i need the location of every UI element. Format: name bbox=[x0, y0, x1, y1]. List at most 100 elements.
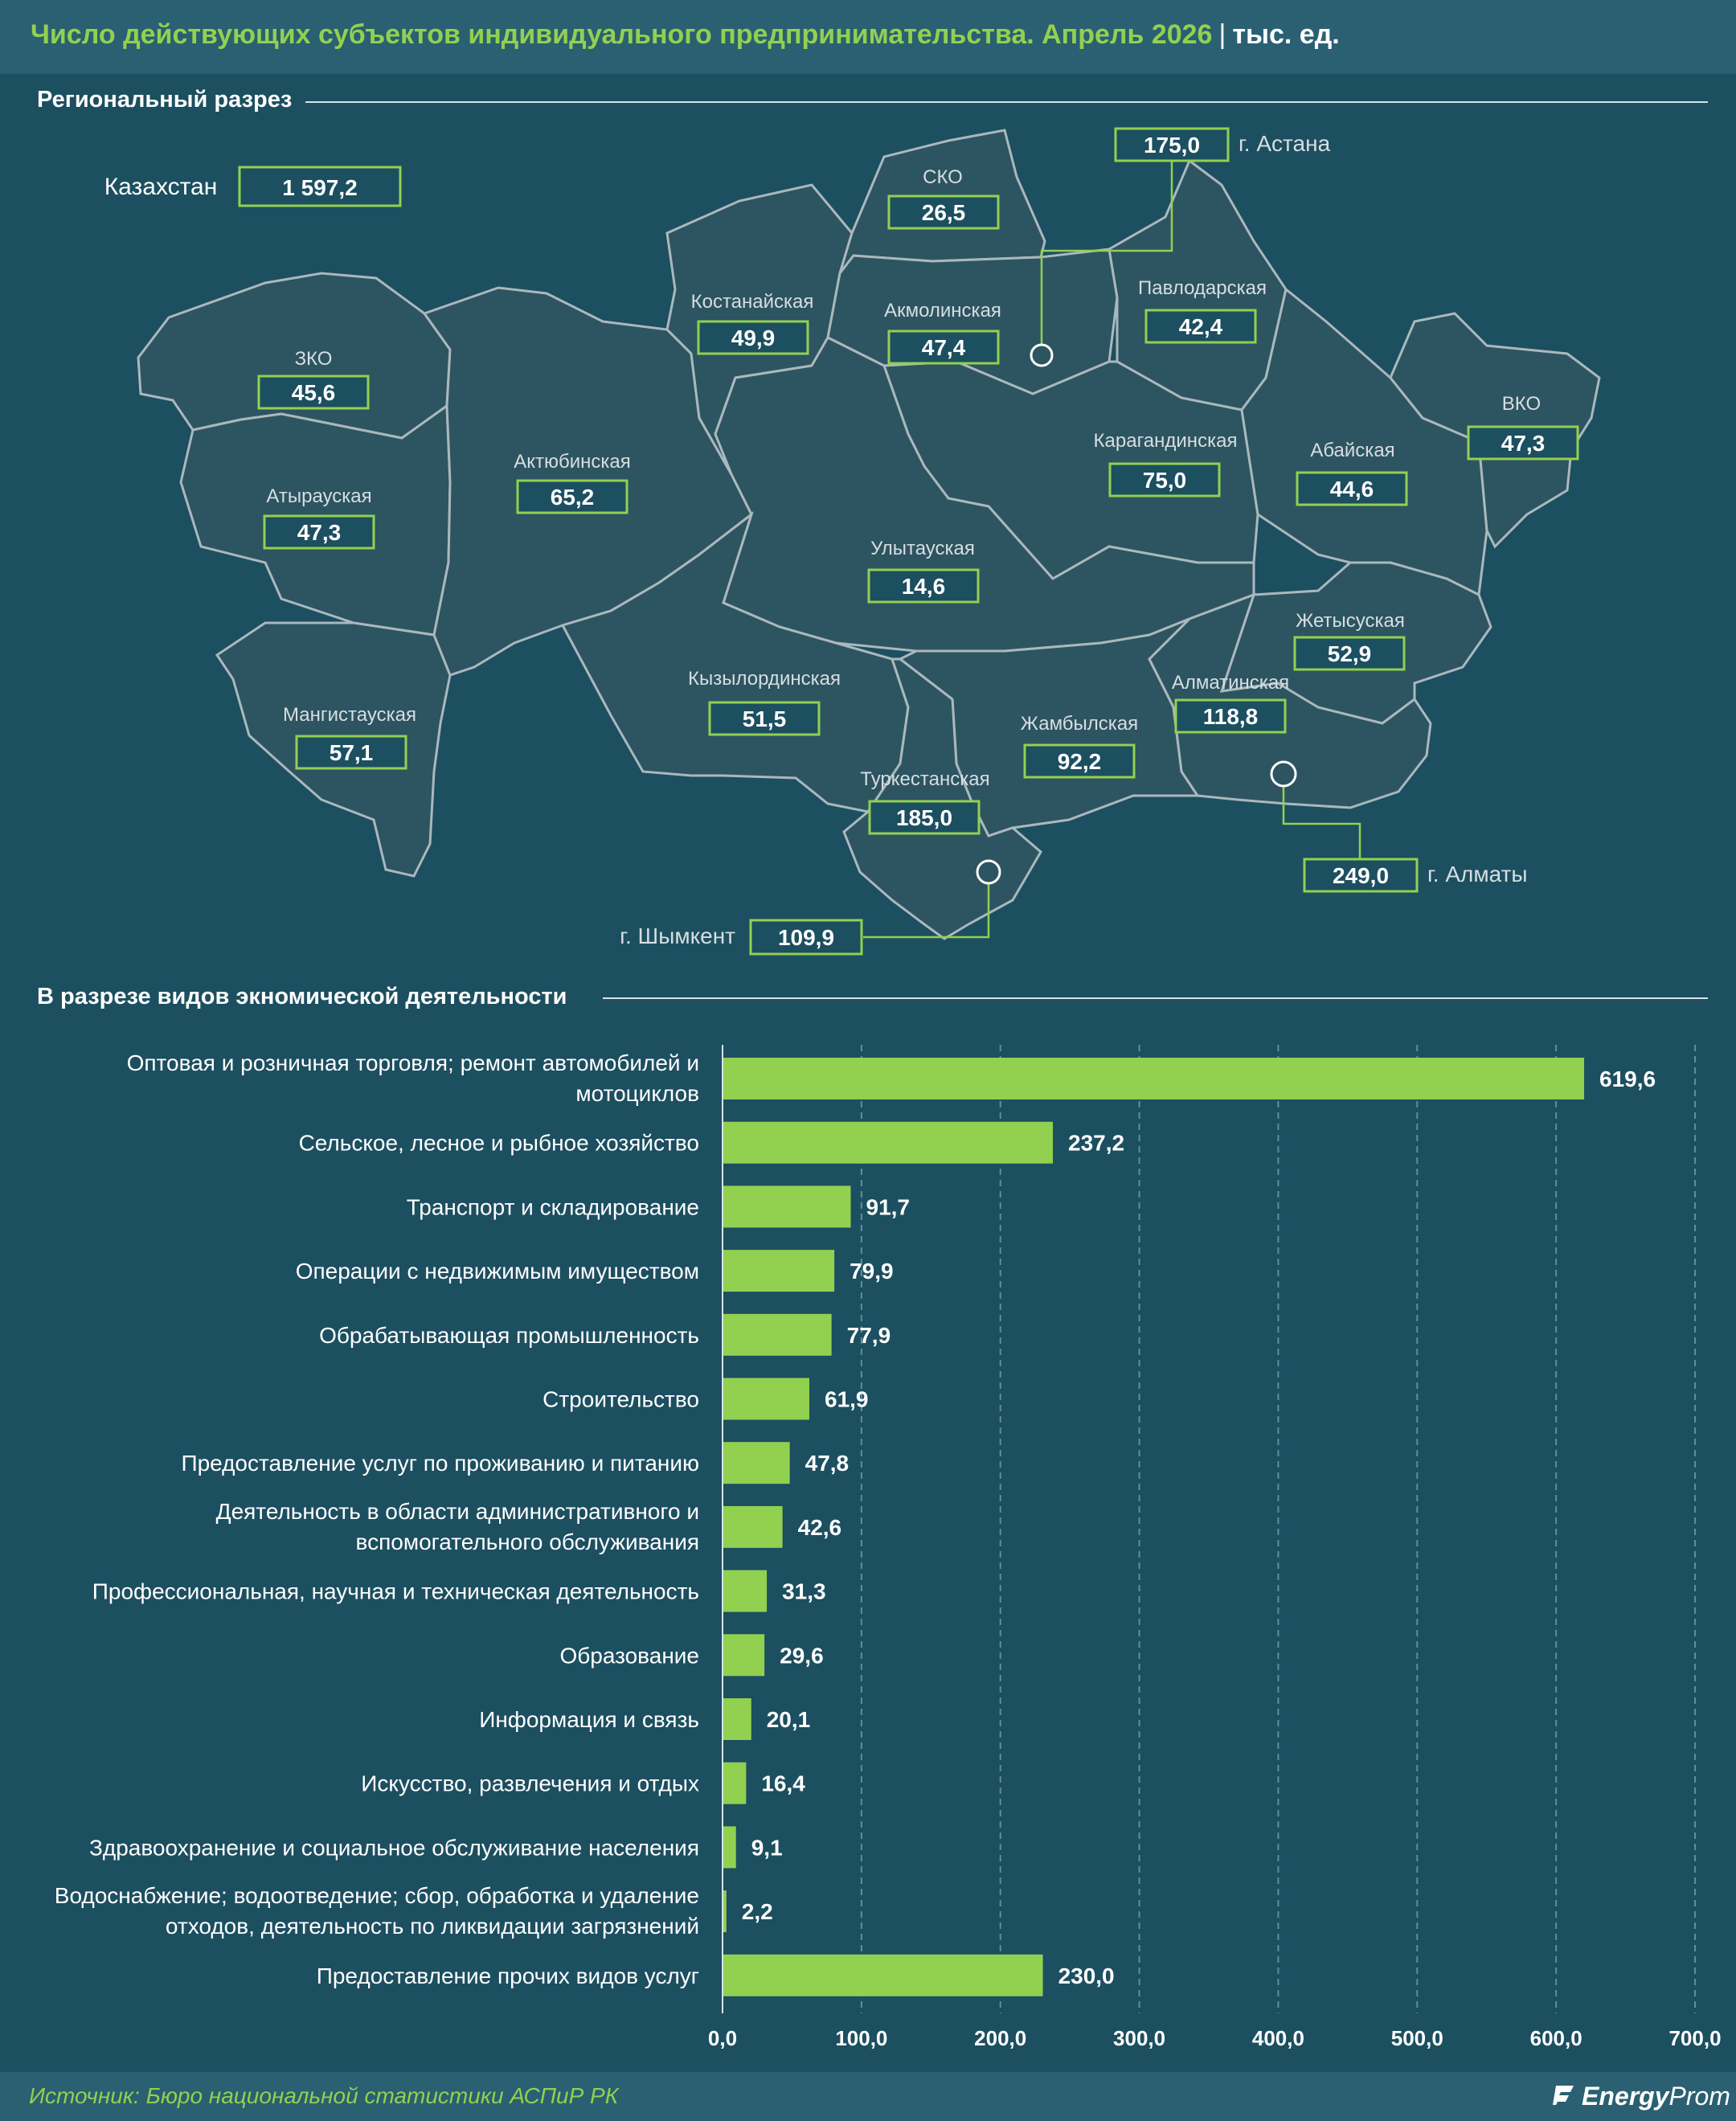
bar-value-label-12: 9,1 bbox=[751, 1835, 783, 1860]
logo-text-light: Prom bbox=[1668, 2082, 1730, 2111]
x-tick-label-5: 500,0 bbox=[1391, 2026, 1443, 2050]
chart-value-labels: 619,6 237,2 91,7 79,9 77,9 61,9 47,8 42,6 31,3 29… bbox=[742, 1067, 1656, 1988]
logo-text-strong: Energy bbox=[1582, 2082, 1669, 2111]
bar-1 bbox=[723, 1121, 1054, 1164]
page-title: Число действующих субъектов индивидуальн… bbox=[31, 19, 1340, 51]
region-name-mangistau: Мангистауская bbox=[283, 704, 416, 726]
bar-8 bbox=[723, 1570, 768, 1612]
connector-astana bbox=[1040, 159, 1173, 350]
almaty-value: 249,0 bbox=[1333, 863, 1389, 888]
category-label-9: Образование bbox=[559, 1643, 699, 1668]
bar-9 bbox=[723, 1634, 765, 1677]
bar-2 bbox=[723, 1185, 851, 1228]
bar-7 bbox=[723, 1505, 783, 1548]
region-value-box-kostanay bbox=[697, 320, 809, 355]
shymkent-label: г. Шымкент bbox=[620, 923, 735, 948]
x-tick-label-7: 700,0 bbox=[1668, 2026, 1721, 2050]
chart-x-tick-labels: 0,0 100,0 200,0 300,0 400,0 500,0 600,0 700,0 bbox=[708, 2026, 1722, 2050]
region-name-kostanay: Костанайская bbox=[691, 291, 814, 313]
category-label-0-line-0: Оптовая и розничная торговля; ремонт авт… bbox=[127, 1050, 699, 1075]
category-label-5: Строительство bbox=[542, 1387, 699, 1412]
region-value-box-pavlodar bbox=[1144, 309, 1257, 344]
region-value-kostanay: 49,9 bbox=[731, 326, 776, 350]
region-value-box-ulytau bbox=[867, 568, 980, 604]
region-name-abai: Абайская bbox=[1310, 440, 1394, 461]
bar-value-label-5: 61,9 bbox=[825, 1387, 869, 1412]
region-value-mangistau: 57,1 bbox=[330, 740, 374, 765]
header-bar: Число действующих субъектов индивидуальн… bbox=[0, 0, 1736, 74]
bar-4 bbox=[723, 1313, 832, 1356]
section-title-activity: В разрезе видов экномической деятельност… bbox=[37, 984, 575, 1010]
bar-13 bbox=[723, 1890, 727, 1933]
region-value-box-almaty_obl bbox=[1174, 698, 1287, 734]
title-unit: тыс. ед. bbox=[1232, 19, 1340, 50]
region-name-akmola: Акмолинская bbox=[884, 300, 1001, 321]
bar-value-label-7: 42,6 bbox=[798, 1515, 842, 1540]
category-label-8: Профессиональная, научная и техническая … bbox=[92, 1579, 699, 1604]
category-label-0: Оптовая и розничная торговля; ремонт авт… bbox=[127, 1050, 699, 1106]
category-label-10: Информация и связь bbox=[479, 1707, 699, 1732]
region-name-karaganda: Карагандинская bbox=[1094, 430, 1238, 452]
bar-value-label-10: 20,1 bbox=[767, 1707, 811, 1732]
x-tick-label-4: 400,0 bbox=[1252, 2026, 1304, 2050]
region-value-box-zhetisu bbox=[1293, 636, 1406, 671]
region-value-abai: 44,6 bbox=[1330, 477, 1374, 502]
category-label-14: Предоставление прочих видов услуг bbox=[317, 1963, 699, 1988]
region-name-vko: ВКО bbox=[1502, 393, 1541, 415]
bar-5 bbox=[723, 1378, 810, 1420]
kazakhstan-value: 1 597,2 bbox=[282, 175, 357, 200]
bar-value-label-11: 16,4 bbox=[761, 1771, 805, 1796]
shymkent-value: 109,9 bbox=[778, 925, 834, 950]
bar-value-label-13: 2,2 bbox=[742, 1899, 773, 1924]
map-connectors bbox=[863, 159, 1361, 939]
region-name-zhetisu: Жетысуская bbox=[1296, 610, 1405, 632]
region-name-turkestan: Туркестанская bbox=[860, 768, 989, 790]
region-value-box-abai bbox=[1296, 471, 1408, 506]
bar-value-label-8: 31,3 bbox=[782, 1579, 826, 1604]
chart-bars bbox=[723, 1058, 1585, 1996]
section-rule-activity bbox=[603, 997, 1708, 999]
category-label-1: Сельское, лесное и рыбное хозяйство bbox=[299, 1131, 699, 1156]
region-name-pavlodar: Павлодарская bbox=[1138, 277, 1267, 299]
x-tick-label-6: 600,0 bbox=[1530, 2026, 1582, 2050]
section-title-regional: Региональный разрез bbox=[37, 87, 301, 113]
bar-value-label-14: 230,0 bbox=[1058, 1963, 1115, 1988]
region-value-zhambyl: 92,2 bbox=[1058, 749, 1102, 774]
region-value-pavlodar: 42,4 bbox=[1179, 314, 1223, 339]
region-name-sko: СКО bbox=[923, 166, 963, 188]
category-label-7-line-1: вспомогательного обслуживания bbox=[356, 1529, 699, 1554]
connector-almaty bbox=[1282, 772, 1361, 865]
category-label-3: Операции с недвижимым имуществом bbox=[296, 1259, 699, 1284]
source-text: Источник: Бюро национальной статистики А… bbox=[29, 2083, 619, 2108]
region-value-box-turkestan bbox=[868, 800, 981, 835]
astana-label: г. Астана bbox=[1239, 131, 1331, 156]
almaty-value-box bbox=[1303, 858, 1419, 893]
bar-value-label-3: 79,9 bbox=[850, 1259, 894, 1284]
region-value-box-aktobe bbox=[516, 479, 628, 514]
region-value-box-sko bbox=[887, 194, 1000, 230]
map-city-markers bbox=[976, 343, 1297, 885]
bar-3 bbox=[723, 1250, 835, 1292]
bar-10 bbox=[723, 1698, 751, 1740]
x-tick-label-3: 300,0 bbox=[1113, 2026, 1165, 2050]
region-name-ulytau: Улытауская bbox=[870, 538, 975, 559]
region-value-box-zhambyl bbox=[1023, 743, 1136, 779]
bar-value-label-2: 91,7 bbox=[866, 1194, 911, 1219]
section-rule-regional bbox=[305, 101, 1708, 103]
region-value-vko: 47,3 bbox=[1501, 431, 1546, 456]
category-label-13: Водоснабжение; водоотведение; сбор, обра… bbox=[55, 1883, 699, 1939]
region-value-box-karaganda bbox=[1108, 462, 1221, 497]
region-name-zko: ЗКО bbox=[295, 348, 333, 370]
category-label-13-line-0: Водоснабжение; водоотведение; сбор, обра… bbox=[55, 1883, 699, 1908]
energyprom-logo: EnergyProm bbox=[1551, 2082, 1730, 2111]
bar-6 bbox=[723, 1442, 790, 1484]
category-label-6: Предоставление услуг по проживанию и пит… bbox=[181, 1451, 699, 1476]
activity-bar-chart: 619,6 237,2 91,7 79,9 77,9 61,9 47,8 42,6 31,3 29… bbox=[55, 1045, 1722, 2050]
chart-category-labels: Оптовая и розничная торговля; ремонт авт… bbox=[55, 1050, 699, 1988]
shymkent-value-box bbox=[749, 919, 863, 956]
region-value-kyzylorda: 51,5 bbox=[743, 706, 787, 731]
category-label-2: Транспорт и складирование bbox=[407, 1194, 699, 1219]
bar-11 bbox=[723, 1762, 747, 1804]
bar-14 bbox=[723, 1954, 1043, 1996]
region-value-box-atyrau bbox=[263, 514, 375, 550]
